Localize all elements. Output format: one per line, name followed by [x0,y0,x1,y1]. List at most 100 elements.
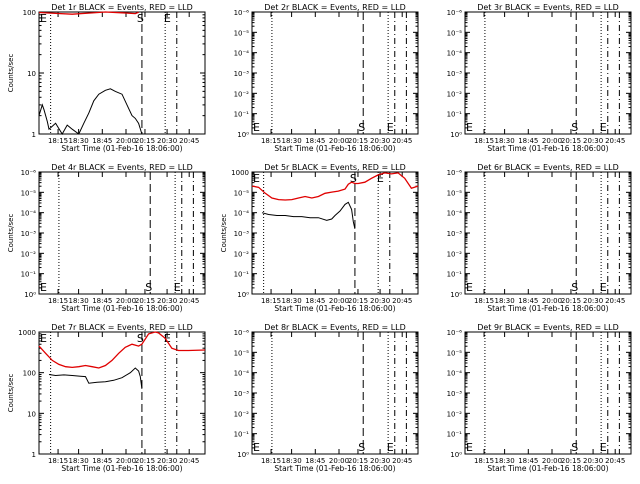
x-tick-label: 18:30 [282,457,302,465]
x-tick-label: 18:15 [474,297,494,305]
lld-series-line [38,11,139,15]
y-tick-label: 10⁻⁶ [447,329,463,337]
x-tick-label: 18:30 [69,457,89,465]
y-tick-label: 10⁻⁴ [447,50,463,58]
panel-title: Det 5r BLACK = Events, RED = LLD [264,163,406,172]
y-axis-label: Counts/sec [7,374,15,413]
marker-start-label: S [571,281,578,294]
y-tick-label: 10⁻² [234,410,250,418]
y-tick-label: 10⁻⁶ [234,329,250,337]
x-axis-label: Start Time (01-Feb-16 18:06:00) [487,464,608,473]
x-tick-label: 18:30 [282,297,302,305]
marker-start-label: S [358,121,365,134]
x-tick-label: 20:30 [583,297,603,305]
y-tick-label: 10⁻³ [447,390,463,398]
marker-left-label: E [466,281,473,294]
x-tick-label: 20:00 [116,457,136,465]
x-tick-label: 20:30 [157,137,177,145]
y-tick-label: 10⁻¹ [447,431,463,439]
lld-series-line [251,172,419,201]
x-axis-label: Start Time (01-Feb-16 18:06:00) [274,144,395,153]
x-axis-label: Start Time (01-Feb-16 18:06:00) [61,304,182,313]
x-tick-label: 20:00 [329,457,349,465]
y-tick-label: 10⁻¹ [447,111,463,119]
x-tick-label: 18:30 [495,297,515,305]
x-tick-label: 20:45 [605,137,625,145]
x-axis-label: Start Time (01-Feb-16 18:06:00) [61,464,182,473]
y-tick-label: 10⁻⁴ [234,50,250,58]
y-tick-label: 10⁻⁶ [447,9,463,17]
x-tick-label: 20:30 [370,297,390,305]
panel-det-6: Det 6r BLACK = Events, RED = LLD 10⁰ 10⁻¹ 1… [447,163,632,313]
y-tick-label: 100 [23,370,36,378]
y-tick-label: 10⁻⁴ [447,370,463,378]
x-tick-label: 18:15 [48,137,68,145]
y-tick-label: 100 [23,9,36,17]
y-tick-label: 10⁻⁵ [21,189,37,197]
x-tick-label: 20:00 [542,297,562,305]
x-tick-label: 20:30 [370,137,390,145]
marker-end-label: E [377,172,384,185]
y-tick-label: 10⁻³ [447,70,463,78]
marker-left-label: E [466,441,473,454]
y-tick-label: 1000 [18,329,36,337]
x-tick-label: 20:30 [370,457,390,465]
events-series-line [38,88,143,135]
x-tick-label: 20:15 [135,297,155,305]
x-tick-label: 20:45 [179,137,199,145]
panel-title: Det 8r BLACK = Events, RED = LLD [264,323,406,332]
y-tick-label: 10⁰ [237,451,249,459]
marker-end-label: E [600,121,607,134]
x-tick-label: 20:00 [329,137,349,145]
x-tick-label: 18:45 [92,297,112,305]
marker-start-label: S [358,441,365,454]
x-axis-label: Start Time (01-Feb-16 18:06:00) [61,144,182,153]
x-tick-label: 18:45 [92,457,112,465]
marker-end-label: E [174,281,181,294]
y-tick-label: 10⁻⁴ [447,210,463,218]
y-tick-label: 10⁻⁵ [234,349,250,357]
marker-end-label: E [164,332,171,345]
x-tick-label: 20:45 [392,137,412,145]
marker-start-label: S [137,332,144,345]
marker-left-label: E [466,121,473,134]
lld-series-line [38,331,206,369]
plot-frame [464,171,632,295]
x-tick-label: 18:45 [518,137,538,145]
y-tick-label: 10⁰ [450,291,462,299]
x-tick-label: 20:45 [179,457,199,465]
marker-end-label: E [600,281,607,294]
panel-det-1: Det 1r BLACK = Events, RED = LLD Counts/s… [7,3,206,153]
y-tick-label: 10⁻² [447,250,463,258]
x-tick-label: 20:00 [116,297,136,305]
y-axis-label: Counts/sec [7,54,15,93]
x-tick-label: 18:15 [474,137,494,145]
y-tick-label: 10⁻⁵ [447,189,463,197]
panel-det-5: Det 5r BLACK = Events, RED = LLD Counts/s… [220,163,419,313]
marker-left-label: E [40,12,47,25]
panel-title: Det 1r BLACK = Events, RED = LLD [51,3,193,12]
plot-frame [38,171,206,295]
y-tick-label: 10⁻¹ [447,271,463,279]
x-tick-label: 20:15 [561,457,581,465]
marker-start-label: S [350,172,357,185]
plot-frame [464,11,632,135]
y-axis-label: Counts/sec [220,214,228,253]
panel-det-8: Det 8r BLACK = Events, RED = LLD 10⁰ 10⁻¹ 1… [234,323,419,473]
x-tick-label: 20:00 [542,137,562,145]
y-tick-label: 10⁻⁴ [234,370,250,378]
marker-left-label: E [40,332,47,345]
marker-start-label: S [571,121,578,134]
x-tick-label: 18:45 [305,137,325,145]
x-tick-label: 20:15 [135,137,155,145]
x-tick-label: 20:30 [157,457,177,465]
y-tick-label: 10⁰ [237,131,249,139]
marker-end-label: E [600,441,607,454]
y-tick-label: 10⁻² [447,410,463,418]
x-tick-label: 18:45 [518,297,538,305]
x-tick-label: 18:15 [48,457,68,465]
panel-det-7: Det 7r BLACK = Events, RED = LLD Counts/s… [7,323,206,473]
x-axis-label: Start Time (01-Feb-16 18:06:00) [274,304,395,313]
marker-left-label: E [253,121,260,134]
marker-left-label: E [253,441,260,454]
